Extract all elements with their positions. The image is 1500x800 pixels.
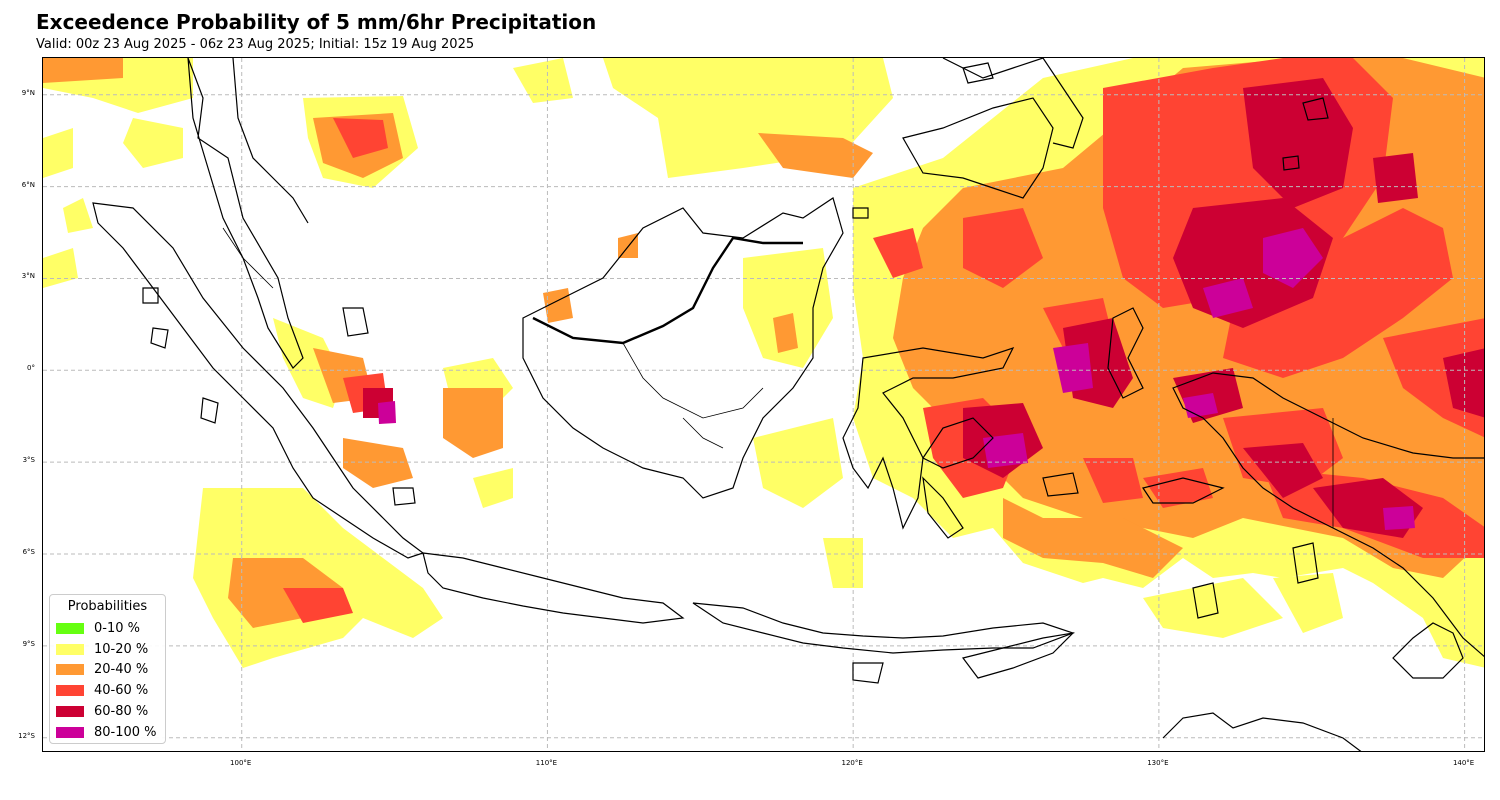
lat-tick-label: 0° [27, 364, 35, 373]
legend-label: 10-20 % [94, 641, 149, 657]
map-panel[interactable] [42, 57, 1485, 752]
legend-label: 0-10 % [94, 620, 140, 636]
lat-tick-label: 3°N [21, 272, 35, 281]
lat-tick-label: 3°S [22, 456, 35, 465]
map-subtitle: Valid: 00z 23 Aug 2025 - 06z 23 Aug 2025… [36, 37, 475, 52]
legend-swatch [56, 706, 84, 718]
lon-tick-label: 140°E [1452, 759, 1475, 767]
lon-tick-label: 120°E [841, 759, 863, 767]
legend-swatch [56, 622, 84, 634]
legend-item: 40-60 % [56, 680, 159, 701]
legend-item: 20-40 % [56, 660, 159, 681]
legend-item: 60-80 % [56, 701, 159, 722]
national-borders [222, 227, 1334, 528]
lat-tick-label: 12°S [18, 731, 35, 740]
lat-tick-label: 9°N [21, 88, 35, 97]
probability-legend: Probabilities 0-10 % 10-20 % 20-40 % 40-… [49, 594, 166, 744]
precipitation-map[interactable] [43, 58, 1485, 752]
legend-item: 80-100 % [56, 722, 159, 743]
precipitation-field [43, 58, 1484, 668]
legend-swatch [56, 643, 84, 655]
legend-swatch [56, 685, 84, 697]
lon-tick-label: 110°E [535, 759, 558, 767]
legend-label: 40-60 % [94, 683, 149, 699]
legend-item: 10-20 % [56, 639, 159, 660]
lon-tick-label: 100°E [230, 759, 252, 767]
legend-swatch [56, 726, 84, 738]
lat-tick-label: 9°S [22, 639, 35, 648]
legend-label: 20-40 % [94, 662, 149, 678]
legend-label: 80-100 % [94, 724, 157, 740]
map-gridlines [43, 58, 1484, 751]
lon-tick-label: 130°E [1147, 759, 1169, 767]
coastlines [92, 58, 1484, 751]
lat-tick-label: 6°N [21, 180, 35, 189]
legend-item: 0-10 % [56, 618, 159, 639]
legend-label: 60-80 % [94, 704, 149, 720]
legend-swatch [56, 664, 84, 676]
lat-tick-label: 6°S [22, 547, 35, 556]
map-title: Exceedence Probability of 5 mm/6hr Preci… [36, 10, 597, 34]
legend-title: Probabilities [67, 599, 148, 614]
